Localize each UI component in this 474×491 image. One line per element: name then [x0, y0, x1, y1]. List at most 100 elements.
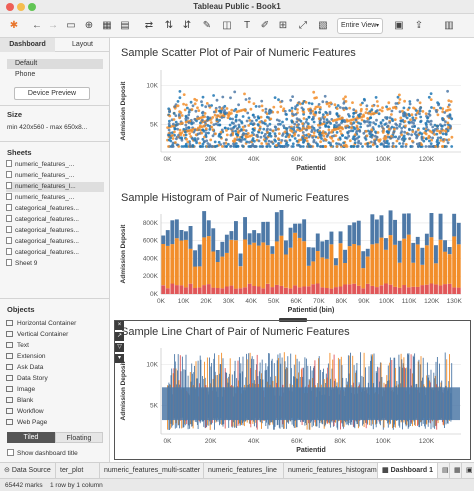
device-phone[interactable]: Phone	[15, 71, 36, 78]
scatter-point	[282, 145, 286, 148]
show-labels-icon[interactable]: ▧	[318, 20, 328, 31]
tab-histogram[interactable]: numeric_features_histogram	[284, 463, 378, 479]
device-default[interactable]: Default	[7, 59, 103, 69]
scatter-point	[439, 123, 442, 127]
tiled-button[interactable]: Tiled	[7, 432, 55, 443]
minimize-window-button[interactable]	[17, 3, 25, 11]
sheet-item[interactable]: categorical_features...	[6, 248, 104, 258]
fix-axes-icon[interactable]: ⊞	[278, 20, 288, 31]
object-item[interactable]: Web Page	[6, 418, 104, 428]
scatter-point	[365, 107, 369, 111]
tab-layout[interactable]: Layout	[71, 41, 94, 48]
sort-descending-icon[interactable]: ⇵	[182, 20, 192, 31]
scatter-point	[444, 129, 448, 133]
x-axis-label: Patientid	[296, 447, 326, 454]
new-dashboard-icon[interactable]: ▤	[120, 20, 130, 31]
sheet-item[interactable]: numeric_features_l...	[6, 182, 104, 192]
object-item[interactable]: Workflow	[6, 407, 104, 417]
object-item[interactable]: Ask Data	[6, 363, 104, 373]
sheet-item[interactable]: categorical_features...	[6, 237, 104, 247]
histogram-bar	[347, 225, 352, 247]
scatter-point	[279, 105, 283, 108]
tab-scatter-plot[interactable]: ter_plot	[56, 463, 100, 479]
scatter-point	[384, 135, 387, 138]
filter-icon[interactable]: ▽	[115, 343, 124, 352]
close-zone-icon[interactable]: ×	[115, 321, 124, 330]
add-datasource-icon[interactable]: ⊕	[84, 20, 94, 31]
swap-icon[interactable]: ⇄	[144, 20, 154, 31]
scatter-point	[390, 109, 394, 113]
histogram-bar	[274, 284, 279, 294]
scatter-chart[interactable]: 5K 10K 0K 20K 40K 60K 80K 100K 120K Patientid Admi…	[111, 66, 474, 186]
scatter-point	[211, 128, 215, 132]
histogram-bar	[297, 287, 302, 294]
tab-multi-scatter[interactable]: numeric_features_multi-scatter	[100, 463, 204, 479]
scatter-point	[429, 142, 433, 145]
new-sheet-icon[interactable]: ▦	[102, 20, 112, 31]
line-chart[interactable]: 5K 10K 0K 20K 40K 60K 80K 100K 120K Patientid Admi…	[111, 342, 474, 460]
object-item[interactable]: Horizontal Container	[6, 319, 104, 329]
text-icon	[6, 342, 13, 348]
scatter-point	[419, 120, 422, 124]
histogram-bar	[270, 246, 275, 254]
label-icon[interactable]: T	[243, 20, 251, 31]
go-to-sheet-icon[interactable]: ↗	[115, 332, 124, 341]
object-item[interactable]: Blank	[6, 396, 104, 406]
pen-icon[interactable]: ✐	[260, 20, 270, 31]
tableau-logo-icon[interactable]: ✱	[9, 20, 19, 31]
sheet-item[interactable]: Sheet 9	[6, 259, 104, 269]
size-select[interactable]: min 420x560 - max 650x8...	[7, 124, 88, 131]
tab-data-source[interactable]: ⊝ Data Source	[0, 463, 56, 479]
sort-ascending-icon[interactable]: ⇅	[164, 20, 174, 31]
scatter-point	[195, 119, 198, 123]
present-icon[interactable]: ▣	[394, 20, 404, 31]
scatter-point	[172, 118, 176, 121]
more-options-icon[interactable]: ▾	[115, 354, 124, 363]
dashboard-canvas: Sample Scatter Plot of Pair of Numeric F…	[111, 38, 474, 462]
close-window-button[interactable]	[6, 3, 14, 11]
highlight-icon[interactable]: ✎	[202, 20, 212, 31]
scatter-point	[393, 127, 396, 131]
sheet-item[interactable]: categorical_features...	[6, 215, 104, 225]
floating-button[interactable]: Floating	[55, 432, 103, 443]
object-item[interactable]: Extension	[6, 352, 104, 362]
group-icon[interactable]: ◫	[222, 20, 232, 31]
tab-line[interactable]: numeric_features_line	[204, 463, 284, 479]
sheet-item[interactable]: categorical_features...	[6, 204, 104, 214]
scatter-point	[403, 99, 406, 103]
new-sheet-tab-icon[interactable]: ▤	[438, 463, 450, 479]
object-item[interactable]: Image	[6, 385, 104, 395]
histogram-bar	[411, 286, 416, 294]
scatter-point	[444, 133, 448, 136]
selected-zone-frame[interactable]	[114, 320, 471, 460]
scatter-point	[195, 141, 198, 145]
sheet-item[interactable]: numeric_features_...	[6, 171, 104, 181]
forward-arrow-icon[interactable]: →	[48, 20, 58, 31]
device-preview-button[interactable]: Device Preview	[14, 87, 90, 100]
object-item[interactable]: Text	[6, 341, 104, 351]
tab-dashboard-1[interactable]: ▦ Dashboard 1	[378, 463, 438, 479]
fit-icon[interactable]: ⤢	[299, 20, 307, 31]
sheet-item[interactable]: numeric_features_...	[6, 160, 104, 170]
histogram-chart[interactable]: 0K 200K 400K 600K 800K 0K 10K 20K 30K 40K 50K 60K 70…	[111, 210, 474, 320]
back-arrow-icon[interactable]: ←	[32, 20, 42, 31]
scatter-point	[195, 128, 199, 132]
scatter-point	[171, 134, 174, 137]
new-dashboard-tab-icon[interactable]: ▦	[450, 463, 462, 479]
new-story-tab-icon[interactable]: ▣	[466, 467, 473, 474]
show-me-icon[interactable]: ▥	[444, 20, 454, 31]
view-size-select[interactable]: Entire View ▾	[337, 18, 383, 34]
scatter-point	[293, 134, 296, 137]
object-item[interactable]: Data Story	[6, 374, 104, 384]
scatter-point	[446, 89, 449, 93]
share-icon[interactable]: ⇪	[414, 20, 424, 31]
sheet-item[interactable]: numeric_features_...	[6, 193, 104, 203]
save-icon[interactable]: ▭	[66, 20, 76, 31]
tab-dashboard[interactable]: Dashboard	[0, 38, 55, 52]
sheet-item[interactable]: categorical_features...	[6, 226, 104, 236]
scatter-point	[330, 137, 334, 140]
maximize-window-button[interactable]	[28, 3, 36, 11]
object-item[interactable]: Vertical Container	[6, 330, 104, 340]
show-dashboard-title-checkbox[interactable]: Show dashboard title	[7, 449, 78, 458]
scatter-point	[414, 109, 418, 112]
